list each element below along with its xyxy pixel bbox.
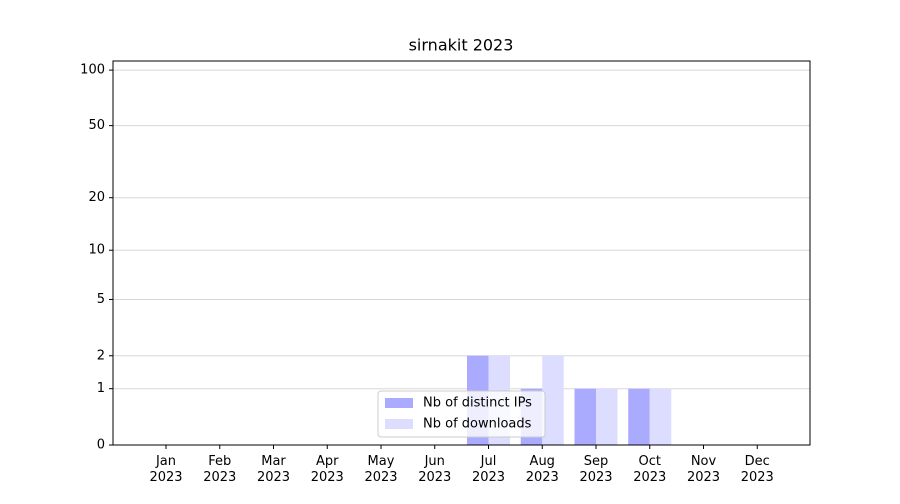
x-tick-label: Dec 2023 (741, 454, 774, 485)
bar (596, 388, 618, 445)
x-tick-label: Oct 2023 (633, 454, 666, 485)
x-tick-label: Jan 2023 (149, 454, 182, 485)
x-tick-label: Nov 2023 (687, 454, 720, 485)
x-tick-label: Aug 2023 (526, 454, 559, 485)
x-tick-label: Jul 2023 (472, 454, 505, 485)
y-tick-label: 50 (88, 118, 105, 133)
y-tick-label: 1 (97, 381, 105, 396)
bar (542, 355, 564, 445)
bar (649, 388, 672, 445)
x-tick-label: Feb 2023 (203, 454, 236, 485)
y-tick-label: 5 (97, 292, 105, 307)
chart-title: sirnakit 2023 (409, 36, 514, 55)
legend-box (377, 390, 546, 438)
bar (574, 388, 596, 445)
bar (628, 388, 650, 445)
legend-label: Nb of distinct IPs (423, 396, 532, 411)
legend-swatch (385, 398, 413, 408)
x-tick-label: Mar 2023 (257, 454, 290, 485)
y-tick-label: 100 (80, 63, 105, 78)
x-tick-label: Apr 2023 (311, 454, 344, 485)
plot-frame (112, 60, 811, 446)
y-tick-label: 20 (88, 190, 105, 205)
x-tick-label: Sep 2023 (579, 454, 612, 485)
legend-label: Nb of downloads (423, 417, 532, 432)
y-tick-label: 10 (88, 243, 105, 258)
legend-swatch (385, 419, 413, 429)
x-tick-label: Jun 2023 (418, 454, 451, 485)
x-tick-label: May 2023 (364, 454, 397, 485)
y-tick-label: 2 (97, 348, 105, 363)
y-tick-label: 0 (97, 438, 105, 453)
